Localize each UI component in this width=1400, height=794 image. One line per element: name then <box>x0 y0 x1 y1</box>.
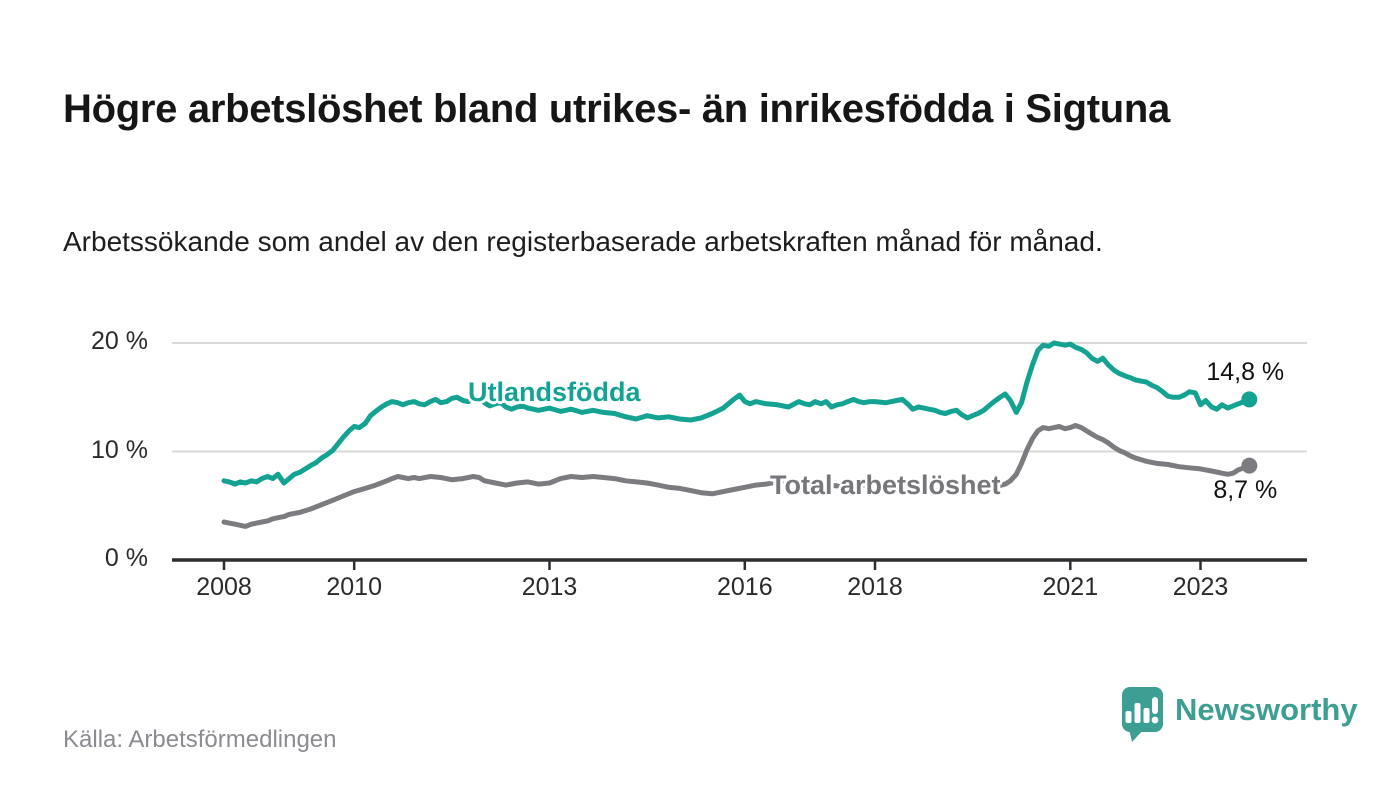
x-axis-tick-label: 2016 <box>716 573 773 601</box>
series-end-dot <box>1241 457 1258 474</box>
x-axis-tick-label: 2013 <box>521 573 578 601</box>
series-line <box>221 340 1252 487</box>
y-axis-tick-label: 0 % <box>104 544 148 572</box>
series-label: Total arbetslöshet <box>770 470 1001 500</box>
brand-name: Newsworthy <box>1175 692 1358 727</box>
y-axis-tick-label: 20 % <box>91 327 148 355</box>
x-axis-tick-label: 2021 <box>1042 573 1099 601</box>
source-attribution: Källa: Arbetsförmedlingen <box>63 726 337 753</box>
chart-subtitle: Arbetssökande som andel av den registerb… <box>63 226 1103 257</box>
series-line <box>221 423 1252 529</box>
newsworthy-logo: Newsworthy <box>1116 686 1358 744</box>
series-label: Utlandsfödda <box>468 377 641 407</box>
series-end-dot <box>1241 391 1258 408</box>
series-end-value-label: 14,8 % <box>1206 358 1285 387</box>
x-axis-tick-label: 2010 <box>326 573 382 601</box>
x-axis-tick-label: 2008 <box>196 573 252 601</box>
page-title: Högre arbetslöshet bland utrikes- än inr… <box>63 86 1170 131</box>
series-end-value-label: 8,7 % <box>1213 475 1278 504</box>
bar-chart-speech-bubble-icon <box>1122 687 1163 742</box>
x-axis-tick-label: 2023 <box>1172 573 1229 601</box>
x-axis-tick-label: 2018 <box>847 573 903 601</box>
y-axis-tick-label: 10 % <box>91 435 148 464</box>
